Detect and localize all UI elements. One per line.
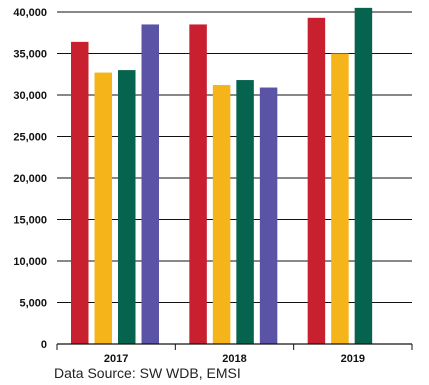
data-source-note: Data Source: SW WDB, EMSI	[54, 365, 241, 381]
bar-2017-2	[94, 72, 112, 344]
bar-2017-4	[141, 24, 159, 344]
y-tick-label: 10,000	[13, 256, 47, 268]
x-axis-category-labels: 2017 2018 2019	[104, 353, 365, 365]
bar-2017-1	[71, 41, 89, 344]
bar-2018-4	[259, 87, 278, 344]
bar-2019-2	[331, 53, 349, 344]
y-tick-label: 30,000	[13, 90, 47, 102]
y-tick-label: 15,000	[13, 215, 47, 227]
y-tick-label: 40,000	[13, 7, 47, 19]
bar-2017-3	[118, 70, 136, 344]
bar-2019-1	[307, 17, 326, 345]
bar-2019-3	[354, 7, 373, 344]
y-tick-label: 5,000	[19, 298, 47, 310]
y-axis-tick-labels: 0 5,000 10,000 15,000 20,000 25,000 30,000 35,0…	[13, 7, 47, 351]
bars	[71, 7, 373, 345]
bar-2018-3	[236, 80, 254, 344]
y-tick-label: 20,000	[13, 173, 47, 185]
y-tick-label: 25,000	[13, 132, 47, 144]
y-tick-label: 0	[41, 339, 47, 351]
x-category-label: 2019	[341, 353, 365, 365]
y-tick-label: 35,000	[13, 49, 47, 61]
x-category-label: 2017	[104, 353, 128, 365]
x-category-label: 2018	[222, 353, 246, 365]
gridlines	[57, 11, 412, 303]
x-axis	[56, 343, 413, 350]
bar-2018-2	[212, 85, 231, 344]
bar-2018-1	[189, 24, 207, 344]
